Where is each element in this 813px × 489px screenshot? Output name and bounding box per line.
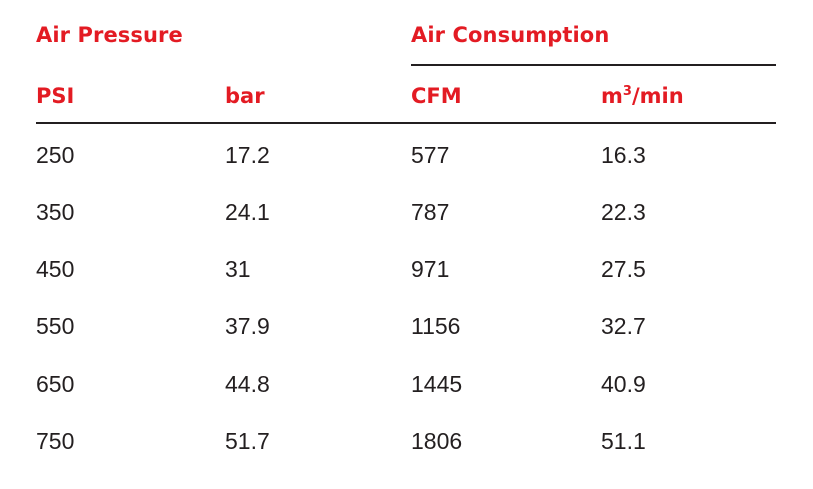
cell-psi: 750 (36, 428, 75, 454)
cell-cfm: 1445 (411, 371, 463, 397)
cell-cfm: 1156 (411, 313, 461, 339)
cell-psi: 650 (36, 371, 75, 397)
cell-m3-min: 40.9 (601, 371, 646, 397)
column-header-rule (36, 122, 776, 124)
cell-cfm: 1806 (411, 428, 463, 454)
cell-cfm: 971 (411, 256, 450, 282)
cell-bar: 31 (225, 256, 251, 282)
cell-psi: 550 (36, 313, 75, 339)
cell-bar: 51.7 (225, 428, 270, 454)
cell-m3-min: 51.1 (601, 428, 646, 454)
column-header-m3-per-min: m3/min (601, 84, 684, 108)
cell-bar: 24.1 (225, 199, 270, 225)
table-row: 750 51.7 1806 51.1 (36, 428, 776, 468)
table-row: 250 17.2 577 16.3 (36, 142, 776, 182)
column-header-m3-base: m (601, 84, 623, 108)
cell-m3-min: 22.3 (601, 199, 646, 225)
cell-cfm: 577 (411, 142, 450, 168)
cell-psi: 450 (36, 256, 75, 282)
cell-m3-min: 27.5 (601, 256, 646, 282)
column-header-m3-suffix: /min (631, 84, 684, 108)
cell-m3-min: 32.7 (601, 313, 646, 339)
column-header-bar: bar (225, 84, 265, 108)
group-header-air-pressure: Air Pressure (36, 23, 183, 47)
group-header-air-consumption: Air Consumption (411, 23, 610, 47)
cell-bar: 44.8 (225, 371, 270, 397)
table-row: 550 37.9 1156 32.7 (36, 313, 776, 353)
air-pressure-consumption-table: Air Pressure Air Consumption PSI bar CFM… (36, 0, 776, 489)
table-row: 450 31 971 27.5 (36, 256, 776, 296)
cell-psi: 350 (36, 199, 75, 225)
column-header-psi: PSI (36, 84, 75, 108)
cell-m3-min: 16.3 (601, 142, 646, 168)
column-header-cfm: CFM (411, 84, 462, 108)
cell-bar: 37.9 (225, 313, 270, 339)
group-header-rule (411, 64, 776, 66)
cell-psi: 250 (36, 142, 75, 168)
table-row: 650 44.8 1445 40.9 (36, 371, 776, 411)
column-header-m3-superscript: 3 (622, 84, 632, 99)
cell-cfm: 787 (411, 199, 450, 225)
cell-bar: 17.2 (225, 142, 270, 168)
table-row: 350 24.1 787 22.3 (36, 199, 776, 239)
